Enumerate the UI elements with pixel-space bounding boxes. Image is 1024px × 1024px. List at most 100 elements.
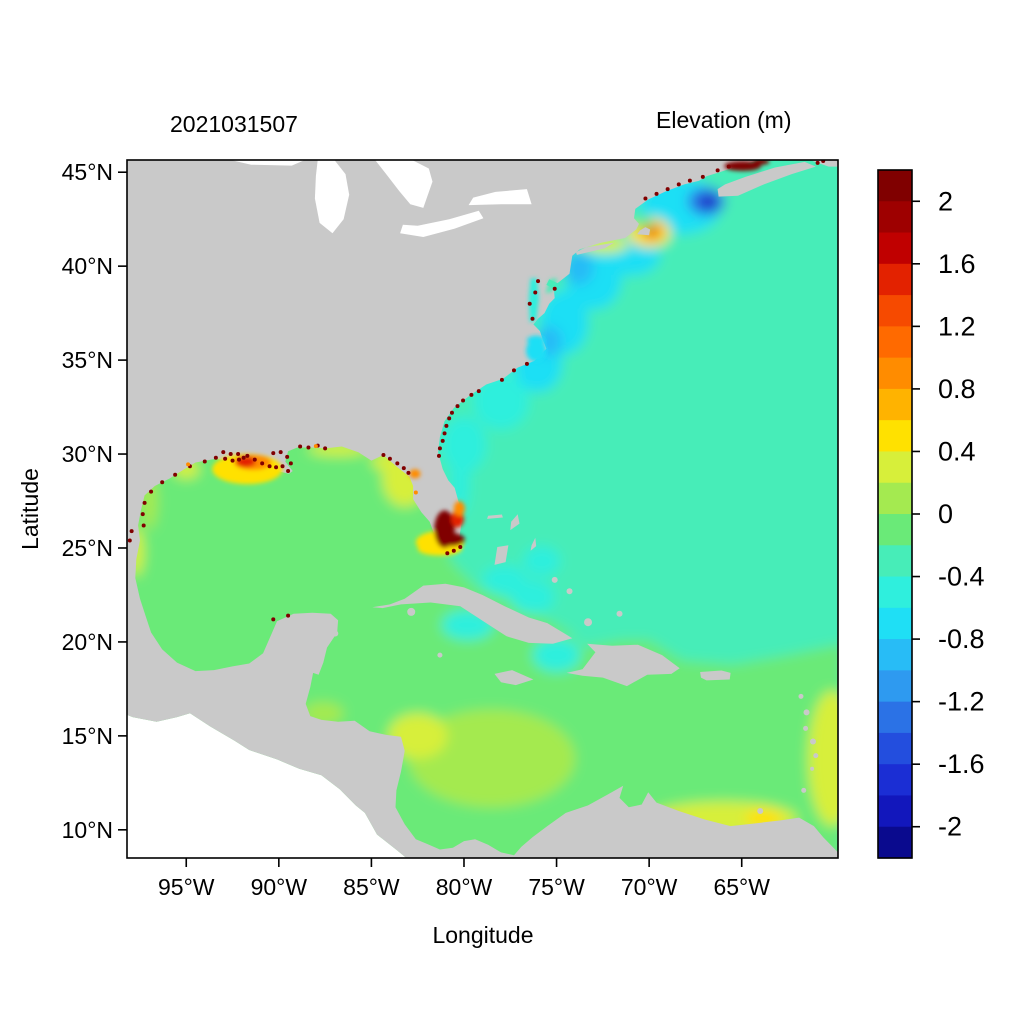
colorbar-segment bbox=[878, 732, 912, 765]
colorbar-tick-label: 2 bbox=[938, 186, 953, 216]
speckle bbox=[447, 416, 452, 421]
y-tick-label: 25°N bbox=[62, 535, 113, 561]
speckle bbox=[245, 453, 250, 458]
colorbar-segment bbox=[878, 670, 912, 703]
small-island bbox=[810, 766, 815, 771]
speckle bbox=[271, 451, 276, 456]
speckle bbox=[237, 457, 242, 462]
field-caribbean-yellowgreen bbox=[408, 709, 576, 808]
island bbox=[372, 583, 573, 644]
colorbar-segment bbox=[878, 451, 912, 484]
speckle bbox=[469, 392, 474, 397]
speckle bbox=[313, 444, 318, 449]
speckle bbox=[449, 410, 454, 415]
colorbar-segment bbox=[878, 639, 912, 671]
speckle bbox=[476, 389, 481, 394]
field-east-coast-band-1 bbox=[441, 416, 487, 473]
speckle bbox=[665, 187, 670, 192]
colorbar-segment bbox=[878, 826, 912, 859]
great-lake bbox=[230, 160, 305, 166]
colorbar-tick-label: 1.2 bbox=[938, 311, 976, 341]
x-tick-label: 80°W bbox=[436, 874, 493, 900]
colorbar-segment bbox=[878, 388, 912, 421]
small-island bbox=[810, 738, 817, 745]
island bbox=[700, 670, 731, 681]
speckle bbox=[552, 286, 557, 291]
colorbar-segment bbox=[878, 295, 912, 327]
speckle bbox=[252, 457, 257, 462]
colorbar-tick-label: 0.8 bbox=[938, 374, 976, 404]
x-tick-label: 95°W bbox=[158, 874, 215, 900]
speckle bbox=[221, 450, 226, 455]
field-fundy-mouth-core bbox=[700, 195, 717, 209]
speckle bbox=[436, 453, 441, 458]
colorbar-segment bbox=[878, 795, 912, 828]
speckle bbox=[306, 445, 311, 450]
small-island bbox=[437, 652, 443, 658]
speckle bbox=[700, 174, 705, 179]
small-island bbox=[801, 787, 807, 793]
overlay-fundy-red-streak bbox=[724, 161, 762, 171]
colorbar-segment bbox=[878, 232, 912, 265]
speckle bbox=[213, 455, 218, 460]
speckle bbox=[286, 468, 291, 473]
island bbox=[487, 514, 503, 519]
island bbox=[566, 643, 680, 687]
north-america-landmass bbox=[127, 160, 838, 858]
speckle bbox=[387, 456, 392, 461]
speckle bbox=[140, 512, 145, 517]
small-island bbox=[551, 576, 558, 583]
colorbar-segment bbox=[878, 263, 912, 296]
speckle bbox=[530, 316, 535, 321]
speckle bbox=[511, 368, 516, 373]
speckle bbox=[401, 466, 406, 471]
colorbar-segment bbox=[878, 545, 912, 578]
speckle bbox=[285, 454, 290, 459]
axes: 95°W 90°W 85°W 80°W 75°W 70°W 65°W 45°N 40°N 35°N… bbox=[62, 159, 839, 900]
speckle bbox=[643, 196, 648, 201]
colorbar-segment bbox=[878, 170, 912, 202]
speckle bbox=[230, 458, 235, 463]
small-island bbox=[584, 618, 593, 627]
speckle bbox=[499, 377, 504, 382]
y-tick-label: 20°N bbox=[62, 629, 113, 655]
speckle bbox=[654, 191, 659, 196]
speckle bbox=[141, 523, 146, 528]
y-tick-label: 40°N bbox=[62, 253, 113, 279]
great-lake bbox=[375, 160, 433, 208]
speckle bbox=[440, 438, 445, 443]
speckle bbox=[455, 404, 460, 409]
field-cape-cod-core bbox=[648, 227, 657, 234]
speckle bbox=[451, 548, 456, 553]
speckle bbox=[127, 538, 132, 543]
colorbar-tick-label: -0.8 bbox=[938, 624, 985, 654]
overlay-minas-red bbox=[752, 160, 770, 165]
speckle bbox=[527, 301, 532, 306]
speckle bbox=[536, 279, 541, 284]
great-lake bbox=[314, 160, 350, 234]
colorbar-tick-label: -0.4 bbox=[938, 562, 985, 592]
speckle bbox=[142, 500, 147, 505]
speckle bbox=[442, 431, 447, 436]
colorbar-segment bbox=[878, 576, 912, 609]
speckle bbox=[274, 465, 279, 470]
small-island bbox=[798, 693, 804, 699]
speckle bbox=[241, 455, 246, 460]
colorbar-tick-label: 1.6 bbox=[938, 249, 976, 279]
field-exuma-cyan bbox=[523, 546, 561, 577]
x-tick-label: 70°W bbox=[621, 874, 678, 900]
colorbar-segment bbox=[878, 764, 912, 797]
overlay-everglades-darkred-2 bbox=[437, 532, 465, 547]
speckle bbox=[280, 464, 285, 469]
speckle bbox=[458, 545, 463, 550]
speckle bbox=[676, 182, 681, 187]
island bbox=[510, 514, 520, 531]
speckle bbox=[815, 160, 820, 165]
field-mass-bay-green bbox=[634, 216, 653, 230]
colorbar-segment bbox=[878, 420, 912, 453]
speckle bbox=[160, 480, 165, 485]
colorbar-tick-label: -2 bbox=[938, 812, 962, 842]
speckle bbox=[323, 446, 328, 451]
colorbar-segment bbox=[878, 201, 912, 234]
